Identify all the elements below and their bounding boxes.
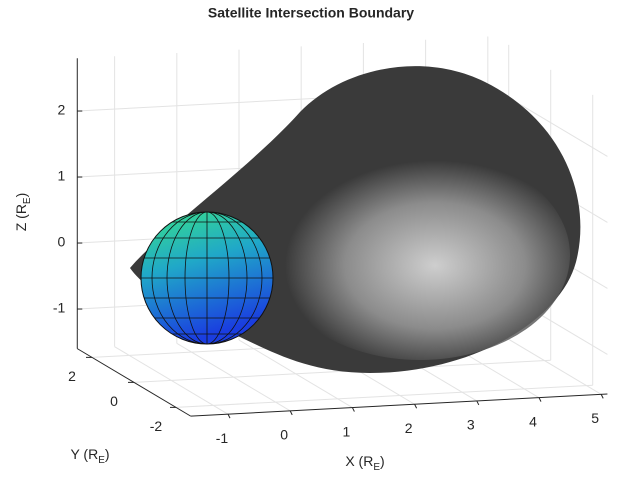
- z-tick-label: -1: [53, 300, 66, 316]
- x-tick: [351, 407, 355, 412]
- x-tick-label: 5: [591, 410, 599, 426]
- z-axis-label: Z (RE): [13, 193, 33, 232]
- x-tick-label: 2: [405, 420, 413, 436]
- x-tick: [538, 397, 542, 402]
- x-tick-label: 4: [529, 413, 537, 429]
- axis-line: [190, 393, 608, 417]
- z-tick-label: 0: [57, 234, 65, 250]
- x-axis-label: X (RE): [345, 453, 384, 473]
- y-tick-label: -2: [150, 418, 163, 434]
- x-tick: [414, 404, 418, 409]
- z-tick-label: 1: [57, 168, 65, 184]
- earth-mesh: [141, 212, 273, 344]
- x-tick: [289, 410, 293, 416]
- x-tick: [227, 413, 231, 419]
- z-tick-label: 2: [57, 102, 65, 118]
- x-tick-label: 0: [280, 427, 288, 443]
- x-tick: [600, 394, 604, 399]
- surface-inner: [270, 150, 570, 360]
- x-tick-label: 3: [467, 417, 475, 433]
- x-tick-label: 1: [343, 423, 351, 439]
- x-tick-label: -1: [216, 430, 229, 446]
- y-tick-label: 0: [110, 393, 118, 409]
- y-tick-label: 2: [68, 368, 76, 384]
- ticks: -1 0 1 2 3 4 5 -2 0 2 -1 0 1 2: [53, 58, 608, 446]
- x-tick: [476, 400, 480, 406]
- y-axis-label: Y (RE): [70, 446, 109, 466]
- grid-line: [175, 384, 593, 408]
- earth: [140, 211, 274, 345]
- chart-title: Satellite Intersection Boundary: [208, 5, 414, 21]
